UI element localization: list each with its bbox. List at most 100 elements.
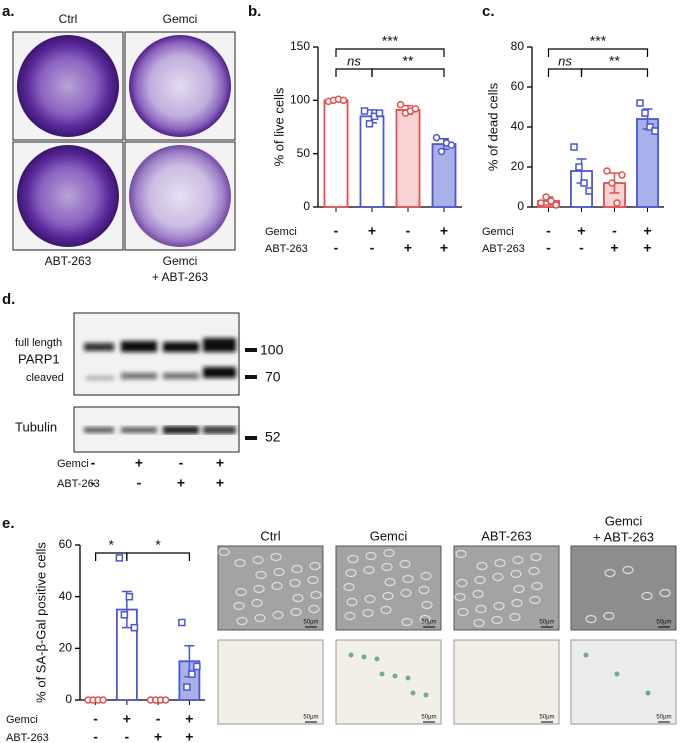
cell xyxy=(290,607,302,617)
condition-sign: + xyxy=(216,475,224,491)
panel-letter: c. xyxy=(482,3,495,20)
cell xyxy=(512,555,524,565)
cell xyxy=(235,587,247,597)
stain xyxy=(374,656,380,662)
cell xyxy=(362,608,374,618)
stain xyxy=(405,675,411,681)
condition-sign: + xyxy=(123,711,131,727)
condition-sign: + xyxy=(610,240,618,256)
marker-size: 52 xyxy=(265,429,281,445)
data-point xyxy=(608,179,616,187)
significance-label: ** xyxy=(403,53,414,69)
significance-bracket xyxy=(547,48,649,57)
y-tick-label: 0 xyxy=(517,199,524,213)
cell xyxy=(528,566,540,576)
data-point xyxy=(552,201,560,209)
cell xyxy=(603,611,615,621)
stain xyxy=(348,652,354,658)
stain xyxy=(392,673,398,679)
data-point xyxy=(339,96,348,105)
condition-sign: - xyxy=(156,711,161,727)
condition-sign: + xyxy=(440,223,448,239)
column-header: ABT-263 xyxy=(481,528,532,543)
condition-name: ABT-263 xyxy=(265,243,308,255)
condition-sign: + xyxy=(643,240,651,256)
condition-sign: + xyxy=(154,729,162,743)
cell xyxy=(273,567,285,577)
scale-label: 50µm xyxy=(656,620,671,626)
data-point xyxy=(130,623,139,632)
data-point xyxy=(161,696,170,704)
cell xyxy=(233,601,245,611)
label: full length xyxy=(15,337,62,349)
scale-label: 50µm xyxy=(303,620,318,626)
panel-letter: a. xyxy=(2,3,15,20)
data-point xyxy=(585,187,593,195)
cell xyxy=(457,607,469,617)
y-tick-label: 0 xyxy=(303,199,310,213)
cell xyxy=(252,555,264,565)
column-header: Ctrl xyxy=(260,528,280,543)
cell xyxy=(272,610,284,620)
label: cleaved xyxy=(26,372,64,384)
significance-label: * xyxy=(155,537,161,553)
data-point xyxy=(580,179,588,187)
significance-bracket xyxy=(335,68,373,77)
condition-sign: - xyxy=(579,240,584,256)
data-point xyxy=(447,141,456,149)
cell xyxy=(418,585,430,595)
condition-sign: + xyxy=(135,455,143,471)
cell xyxy=(345,568,357,578)
data-point xyxy=(636,99,644,107)
cell xyxy=(344,611,356,621)
data-point xyxy=(115,554,124,562)
significance-label: ns xyxy=(347,53,361,68)
cell xyxy=(659,588,671,598)
label: Tubulin xyxy=(15,419,57,434)
data-point xyxy=(183,683,191,691)
significance-label: *** xyxy=(590,33,607,49)
column-header: Gemci xyxy=(605,513,643,528)
data-point xyxy=(178,618,186,627)
y-tick-label: 0 xyxy=(65,692,72,706)
data-point xyxy=(365,120,374,128)
panel-letter: e. xyxy=(2,515,15,532)
micrograph xyxy=(453,545,560,631)
cell xyxy=(509,612,521,622)
condition-sign: - xyxy=(406,223,411,239)
data-point xyxy=(603,167,611,175)
cell xyxy=(382,591,394,601)
data-point xyxy=(120,611,129,619)
cell xyxy=(343,582,355,592)
y-tick-label: 80 xyxy=(511,39,525,53)
marker-size: 70 xyxy=(265,369,281,385)
cell xyxy=(622,565,634,575)
micrograph xyxy=(570,545,677,631)
data-point xyxy=(375,109,384,117)
y-tick-label: 100 xyxy=(290,93,310,107)
cell xyxy=(381,562,393,572)
cell xyxy=(251,598,263,608)
cell xyxy=(400,588,412,598)
cell xyxy=(364,594,376,604)
cell xyxy=(419,614,431,624)
condition-sign: + xyxy=(368,223,376,239)
significance-label: ** xyxy=(609,53,620,69)
label: ABT-263 xyxy=(45,254,92,268)
cell xyxy=(492,572,504,582)
data-point xyxy=(193,662,201,671)
cell xyxy=(363,565,375,575)
condition-sign: - xyxy=(546,223,551,239)
cell xyxy=(218,547,230,557)
significance-bracket xyxy=(335,48,445,57)
condition-sign: - xyxy=(125,729,130,743)
micrograph xyxy=(453,639,560,725)
y-tick-label: 60 xyxy=(511,79,525,93)
stain xyxy=(379,671,385,677)
condition-sign: + xyxy=(185,711,193,727)
scale-label: 50µm xyxy=(303,715,318,721)
data-point xyxy=(651,127,659,135)
data-point xyxy=(575,163,583,171)
cell xyxy=(236,616,248,626)
cell xyxy=(384,577,396,587)
